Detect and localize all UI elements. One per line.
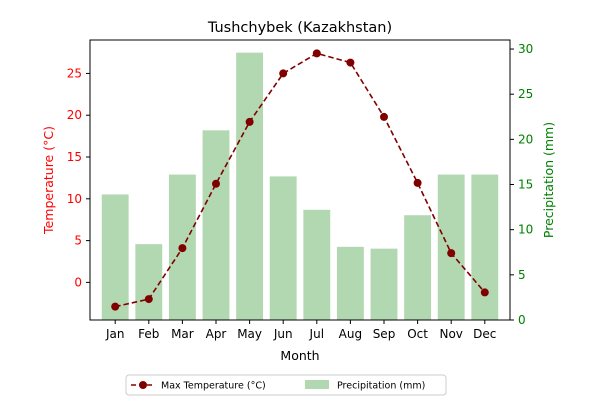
precipitation-bars <box>101 52 499 320</box>
x-tick-label-aug: Aug <box>339 327 362 341</box>
precip-bar-apr <box>202 130 230 320</box>
temp-point-sep <box>380 112 388 121</box>
y-left-tick-label-0: 0 <box>74 275 82 289</box>
x-tick-label-dec: Dec <box>473 327 496 341</box>
precip-bar-nov <box>437 174 465 320</box>
legend: Max Temperature (°C) Precipitation (mm) <box>125 374 447 396</box>
temp-point-apr <box>212 179 220 188</box>
precip-bar-oct <box>404 215 432 320</box>
legend-line-marker <box>139 381 147 389</box>
precip-bar-sep <box>370 248 398 320</box>
temperature-line-path <box>115 52 486 308</box>
y-axis-right: 0 5 10 15 20 25 30 <box>510 42 533 327</box>
precip-bar-feb <box>135 244 163 320</box>
x-tick-label-nov: Nov <box>439 327 462 341</box>
x-tick-label-may: May <box>237 327 262 341</box>
temp-point-oct <box>413 178 422 187</box>
precip-bar-dec <box>471 174 499 320</box>
x-tick-label-sep: Sep <box>373 327 396 341</box>
precip-bar-jan <box>101 194 129 320</box>
y-left-tick-label-15: 15 <box>67 150 82 164</box>
y-left-tick-label-25: 25 <box>67 66 82 80</box>
y-axis-right-label: Precipitation (mm) <box>541 122 556 238</box>
x-tick-label-feb: Feb <box>138 327 159 341</box>
y-left-tick-label-10: 10 <box>67 192 82 206</box>
temp-point-nov <box>447 249 456 258</box>
precip-bar-aug <box>336 246 364 320</box>
legend-bar-swatch <box>305 380 329 389</box>
temp-point-aug <box>346 58 355 67</box>
precip-bar-may <box>236 52 264 320</box>
precip-bar-jun <box>269 176 297 320</box>
y-right-tick-label-10: 10 <box>518 223 533 237</box>
y-axis-left-label: Temperature (°C) <box>41 126 56 235</box>
y-left-tick-label-20: 20 <box>67 108 82 122</box>
y-right-tick-label-0: 0 <box>518 313 526 327</box>
x-tick-label-jun: Jun <box>273 327 293 341</box>
y-right-tick-label-25: 25 <box>518 87 533 101</box>
x-tick-label-mar: Mar <box>171 327 194 341</box>
precip-bar-jul <box>303 209 331 320</box>
x-axis-label: Month <box>280 348 319 363</box>
temp-point-may <box>245 117 254 126</box>
y-right-tick-label-5: 5 <box>518 268 526 282</box>
x-axis: Jan Feb Mar Apr May Jun Jul Aug Sep Oct Nov Dec <box>105 320 496 341</box>
temp-point-jun <box>279 69 288 78</box>
temp-point-jul <box>312 49 321 58</box>
temp-point-feb <box>144 295 153 304</box>
x-tick-label-oct: Oct <box>407 327 428 341</box>
temp-point-dec <box>480 288 489 297</box>
y-axis-left: 0 5 10 15 20 25 <box>67 66 90 289</box>
y-left-tick-label-5: 5 <box>74 234 82 248</box>
x-tick-label-jul: Jul <box>309 327 324 341</box>
chart-title: Tushchybek (Kazakhstan) <box>207 20 392 36</box>
y-right-tick-label-15: 15 <box>518 178 533 192</box>
x-tick-label-jan: Jan <box>105 327 125 341</box>
y-right-tick-label-30: 30 <box>518 42 533 56</box>
legend-frame <box>125 374 447 396</box>
legend-label-temperature: Max Temperature (°C) <box>161 381 266 392</box>
temp-point-mar <box>178 244 187 253</box>
y-right-tick-label-20: 20 <box>518 132 533 146</box>
temperature-line <box>111 49 489 311</box>
temp-point-jan <box>111 302 120 311</box>
legend-label-precipitation: Precipitation (mm) <box>337 381 425 392</box>
plot-frame <box>89 39 511 321</box>
x-tick-label-apr: Apr <box>206 327 227 341</box>
